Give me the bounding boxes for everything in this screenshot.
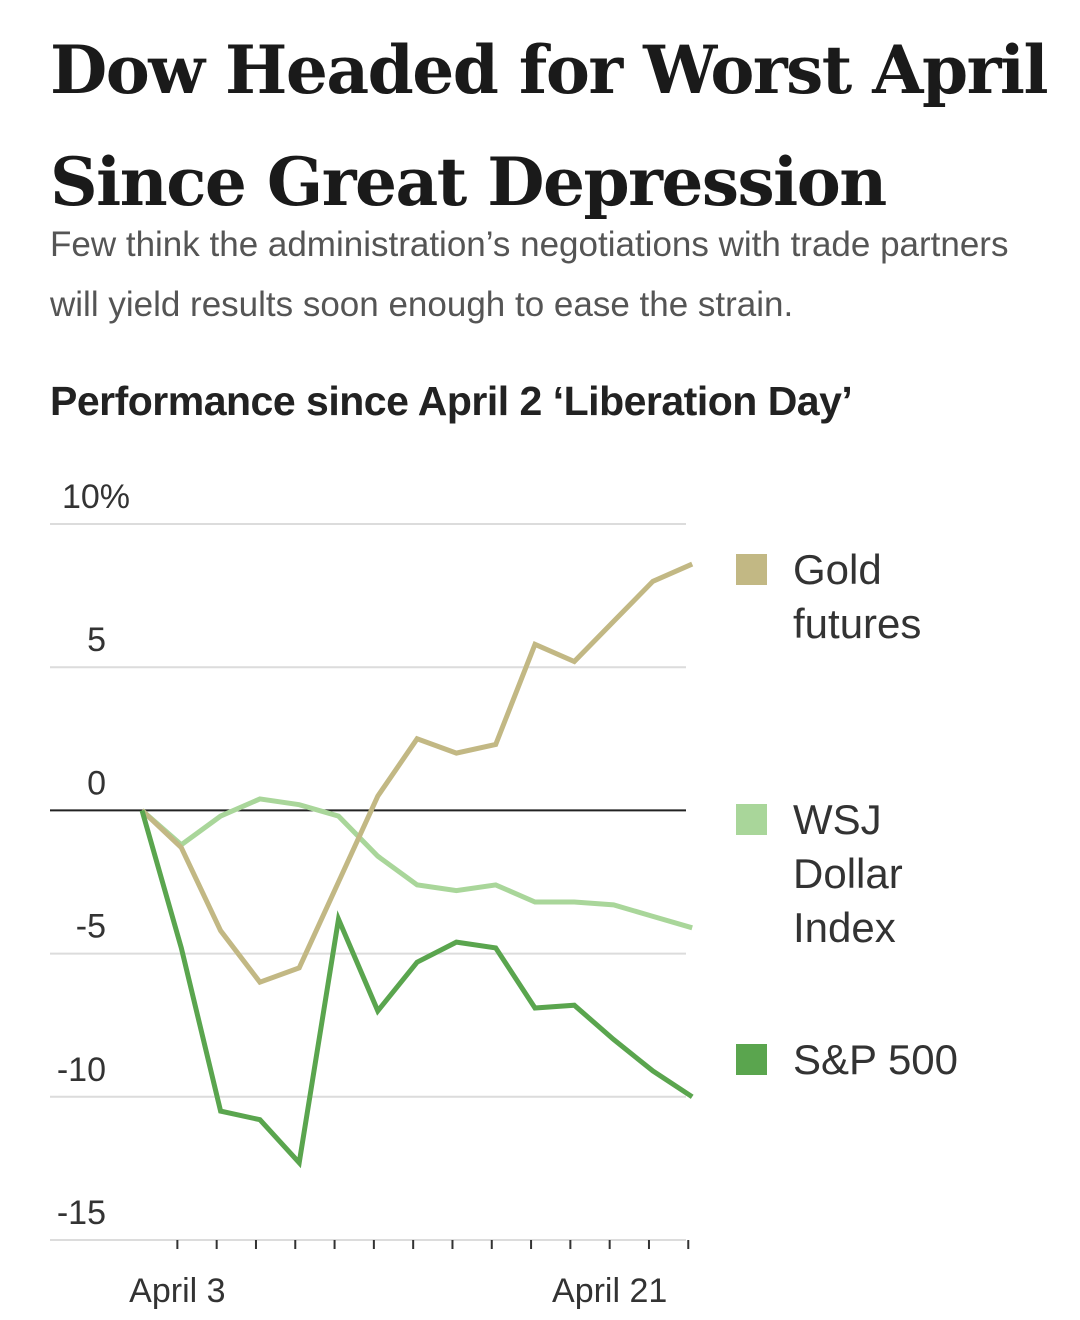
chart-title: Performance since April 2 ‘Liberation Da…: [50, 378, 853, 424]
y-tick-label: 5: [87, 621, 106, 659]
legend-swatch-gold-futures: [736, 554, 767, 585]
y-tick-label: 10%: [62, 478, 130, 516]
y-tick-label: -5: [76, 908, 106, 946]
legend-label: futures: [793, 600, 921, 647]
x-tick-label: April 21: [552, 1272, 667, 1310]
y-tick-label: 0: [87, 764, 106, 802]
series-line-s-p-500: [139, 809, 694, 1169]
legend-label: Dollar: [793, 850, 903, 897]
dek: Few think the administration’s negotiati…: [50, 225, 1009, 324]
legend-label: S&P 500: [793, 1036, 958, 1083]
legend-swatch-s-p-500: [736, 1044, 767, 1075]
legend-label: Gold: [793, 546, 882, 593]
y-tick-label: -15: [57, 1194, 106, 1232]
series-line-gold-futures: [140, 561, 694, 986]
series-line-wsj-dollar-index: [140, 796, 693, 931]
legend-swatch-wsj-dollar-index: [736, 804, 767, 835]
y-tick-label: -10: [57, 1051, 106, 1089]
legend-label: Index: [793, 904, 896, 951]
headline: Dow Headed for Worst April Since Great D…: [50, 31, 1049, 221]
x-tick-label: April 3: [129, 1272, 225, 1310]
legend-label: WSJ: [793, 796, 882, 843]
